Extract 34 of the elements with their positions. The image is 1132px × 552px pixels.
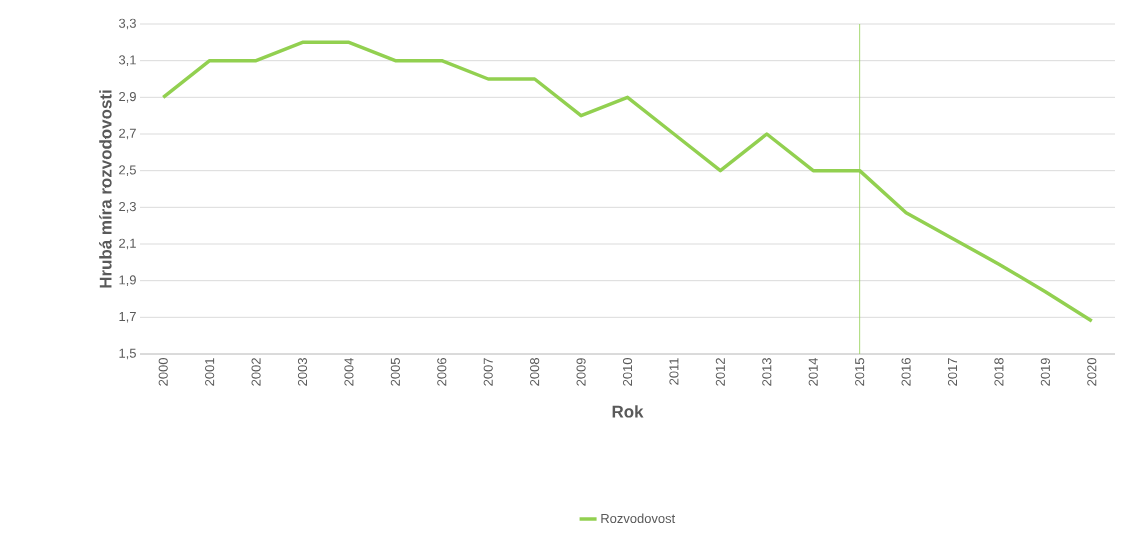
y-tick-label: 1,7 [119,312,136,323]
x-tick-label: 2011 [669,358,679,385]
x-tick-label: 2018 [994,358,1004,386]
y-tick-label: 2,5 [119,165,136,177]
x-tick-label: 2005 [390,358,400,386]
x-tick-label: 2012 [715,358,725,386]
x-tick-label: 2014 [808,357,818,386]
x-tick-label: 2010 [622,358,633,386]
x-tick-label: 2003 [297,358,308,386]
x-tick-label: 2009 [576,358,586,386]
x-axis-title: Rok [612,405,644,418]
y-tick-label: 2,3 [119,201,136,213]
x-tick-label: 2007 [483,358,493,386]
y-tick-label: 2,9 [119,91,136,103]
y-axis-title: Hrubá míra rozvodovosti [99,90,112,288]
x-tick-label: 2017 [947,358,958,386]
x-tick-label: 2006 [437,358,447,386]
x-tick-label: 2016 [901,358,911,386]
y-tick-label: 2,7 [119,128,136,140]
x-tick-label: 2020 [1087,358,1097,386]
x-tick-label: 2015 [855,358,865,386]
legend-label: Rozvodovost [601,513,676,524]
y-tick-label: 2,1 [119,238,136,250]
y-tick-label: 3,1 [118,55,136,67]
x-tick-label: 2004 [344,357,354,386]
y-tick-label: 3,3 [118,18,136,30]
y-tick-label: 1,5 [119,348,136,360]
x-tick-label: 2013 [762,358,772,386]
x-tick-label: 2000 [158,358,168,386]
x-tick-label: 2019 [1040,358,1050,386]
x-tick-label: 2008 [530,358,540,386]
x-tick-label: 2002 [251,358,261,386]
x-tick-label: 2001 [205,358,215,386]
y-tick-label: 1,9 [119,275,136,287]
